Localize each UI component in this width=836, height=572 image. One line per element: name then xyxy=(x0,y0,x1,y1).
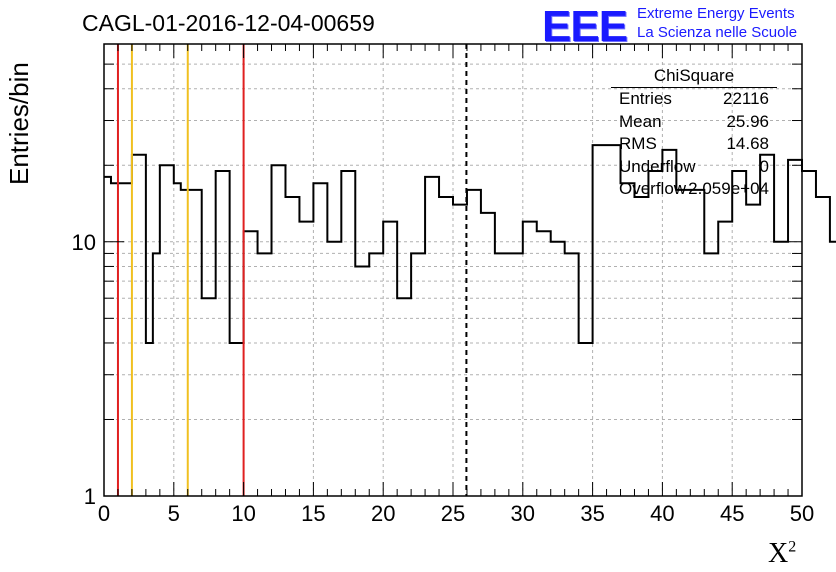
stats-box: ChiSquare Entries 22116 Mean 25.96 RMS 1… xyxy=(611,66,777,201)
x-tick-label: 5 xyxy=(168,501,180,526)
x-tick-label: 0 xyxy=(98,501,110,526)
stats-value: 22116 xyxy=(722,89,769,108)
x-tick-label: 20 xyxy=(371,501,395,526)
x-tick-label: 25 xyxy=(441,501,465,526)
eee-logo-line2: La Scienza nelle Scuole xyxy=(637,24,798,41)
stats-row-entries: Entries 22116 xyxy=(611,88,777,111)
x-tick-label: 45 xyxy=(720,501,744,526)
eee-logo-line1: Extreme Energy Events xyxy=(637,5,795,22)
x-tick-label: 50 xyxy=(790,501,814,526)
x-tick-label: 10 xyxy=(231,501,255,526)
stats-row-rms: RMS 14.68 xyxy=(611,133,777,156)
chart-title: CAGL-01-2016-12-04-00659 xyxy=(82,10,375,36)
eee-logo: EEE xyxy=(542,2,628,51)
stats-key: Entries xyxy=(619,89,672,108)
x-axis-label: X2 xyxy=(768,538,797,569)
stats-row-underflow: Underflow 0 xyxy=(611,156,777,179)
stats-key: Mean xyxy=(619,111,662,131)
y-tick-label: 10 xyxy=(72,230,96,255)
stats-key: Overflow xyxy=(619,179,687,198)
stats-value: 14.68 xyxy=(726,134,769,153)
x-tick-label: 30 xyxy=(511,501,535,526)
x-tick-label: 35 xyxy=(580,501,604,526)
x-tick-label: 40 xyxy=(650,501,674,526)
stats-value: 2.059e+04 xyxy=(688,179,769,198)
stats-title: ChiSquare xyxy=(611,66,777,88)
y-tick-label: 1 xyxy=(84,484,96,509)
x-tick-label: 15 xyxy=(301,501,325,526)
y-axis-label: Entries/bin xyxy=(4,62,34,185)
stats-row-mean: Mean 25.96 xyxy=(611,111,777,134)
stats-key: RMS xyxy=(619,134,657,153)
stats-row-overflow: Overflow 2.059e+04 xyxy=(611,178,777,201)
stats-value: 0 xyxy=(759,156,769,176)
stats-value: 25.96 xyxy=(726,111,769,131)
stats-key: Underflow xyxy=(619,156,696,176)
